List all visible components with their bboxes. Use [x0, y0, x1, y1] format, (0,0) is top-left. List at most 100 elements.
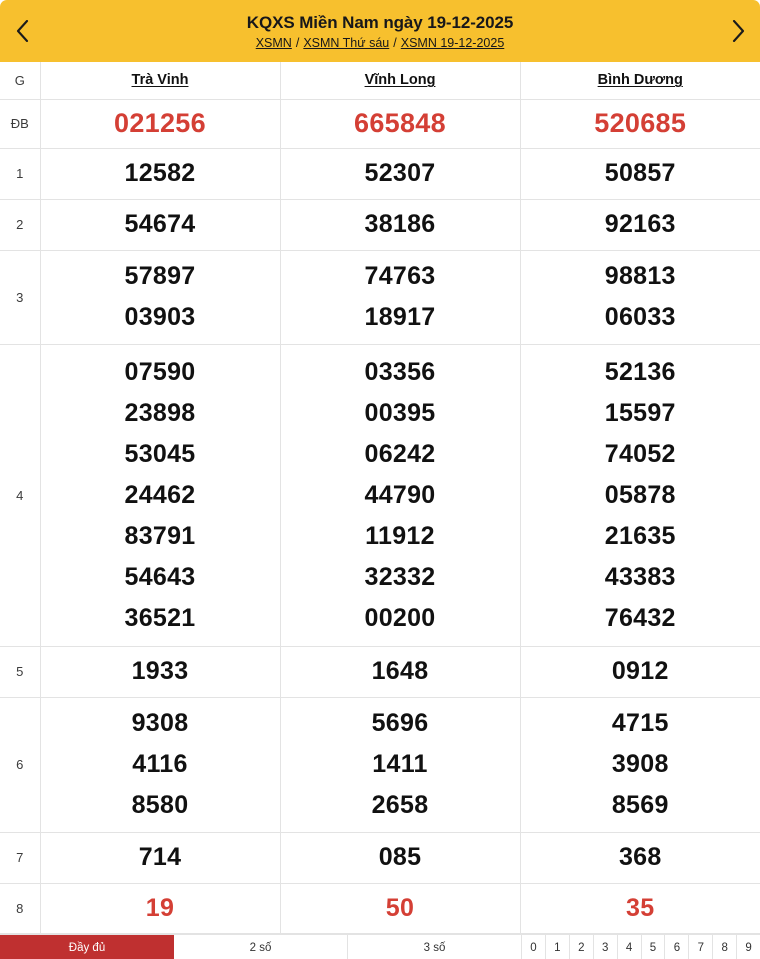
result-cell-5-0: 1933 — [40, 645, 281, 698]
filter-mode-2-digits[interactable]: 2 số — [174, 934, 348, 959]
breadcrumb-item-xsmn[interactable]: XSMN — [255, 35, 292, 50]
result-cell-5-2: 0912 — [520, 645, 760, 698]
filter-mode-full[interactable]: Đầy đủ — [0, 934, 174, 959]
result-number: 54674 — [124, 210, 196, 238]
result-cell-3-1: 74763 18917 — [280, 249, 521, 345]
result-number: 03903 — [124, 303, 196, 331]
result-number: 03356 — [364, 357, 436, 386]
result-number: 32332 — [364, 562, 436, 591]
result-number: 085 — [378, 843, 422, 871]
result-cell-2-1: 38186 — [280, 198, 521, 251]
result-cell-4-2: 52136 15597 74052 05878 21635 43383 76432 — [520, 343, 760, 647]
result-number: 714 — [138, 843, 182, 871]
result-cell-2-2: 92163 — [520, 198, 760, 251]
result-number: 06242 — [364, 439, 436, 468]
page-header: KQXS Miền Nam ngày 19-12-2025 XSMN / XSM… — [0, 0, 760, 62]
digit-filter-9[interactable]: 9 — [745, 941, 752, 954]
result-number: 5696 — [371, 709, 429, 737]
result-number: 9308 — [131, 709, 189, 737]
filter-mode-3-digits[interactable]: 3 số — [348, 934, 522, 959]
digit-filter-4[interactable]: 4 — [618, 934, 642, 959]
province-link-1[interactable]: Vĩnh Long — [364, 72, 436, 89]
prize-label-3: 3 — [0, 249, 41, 345]
table-row: 3 57897 03903 74763 18917 98813 06033 — [0, 249, 760, 345]
digit-filter-0[interactable]: 0 — [522, 934, 546, 959]
next-day-button[interactable] — [716, 0, 760, 62]
result-number: 1648 — [371, 657, 429, 685]
result-cell-6-1: 5696 1411 2658 — [280, 696, 521, 833]
prize-label-4: 4 — [0, 343, 41, 647]
digit-filter-2[interactable]: 2 — [570, 934, 594, 959]
result-number: 98813 — [604, 262, 676, 290]
result-number: 520685 — [594, 108, 687, 138]
table-row: 4 07590 23898 53045 24462 83791 54643 36521 0335… — [0, 343, 760, 647]
result-cell-4-0: 07590 23898 53045 24462 83791 54643 36521 — [40, 343, 281, 647]
prev-day-button[interactable] — [0, 0, 44, 62]
digit-filter-6[interactable]: 6 — [665, 934, 690, 959]
province-link-0[interactable]: Trà Vinh — [131, 72, 189, 89]
result-number: 06033 — [604, 303, 676, 331]
result-cell-7-1: 085 — [280, 831, 521, 884]
result-number: 12582 — [124, 159, 196, 187]
province-link-2[interactable]: Bình Dương — [597, 72, 683, 89]
result-number: 368 — [618, 843, 662, 871]
result-number: 11912 — [365, 521, 435, 550]
result-number: 50 — [385, 893, 415, 922]
result-number: 8569 — [611, 791, 669, 819]
province-header-1: Vĩnh Long — [280, 62, 521, 100]
result-number: 92163 — [604, 210, 676, 238]
result-number: 23898 — [124, 398, 196, 427]
result-number: 15597 — [604, 398, 676, 427]
result-number: 00395 — [364, 398, 436, 427]
result-cell-2-0: 54674 — [40, 198, 281, 251]
result-number: 05878 — [604, 480, 676, 509]
result-number: 43383 — [604, 562, 676, 591]
result-number: 4715 — [611, 709, 669, 737]
result-number: 19 — [145, 893, 175, 922]
result-number: 54643 — [124, 562, 196, 591]
result-number: 38186 — [364, 210, 436, 238]
table-row: ĐB 021256 665848 520685 — [0, 98, 760, 149]
result-number: 2658 — [371, 791, 429, 819]
results-table: G Trà Vinh Vĩnh Long Bình Dương ĐB 021256… — [0, 62, 760, 934]
table-row: 2 54674 38186 92163 — [0, 198, 760, 251]
digit-filter-5[interactable]: 5 — [642, 934, 666, 959]
breadcrumb-item-date[interactable]: XSMN 19-12-2025 — [400, 35, 505, 50]
prize-label-1: 1 — [0, 147, 41, 200]
result-number: 1411 — [372, 750, 428, 778]
result-number: 0912 — [611, 657, 669, 685]
digit-filter-8[interactable]: 8 — [713, 934, 738, 959]
result-number: 74763 — [364, 262, 436, 290]
prize-label-6: 6 — [0, 696, 41, 833]
result-cell-6-0: 9308 4116 8580 — [40, 696, 281, 833]
digit-filter-3[interactable]: 3 — [594, 934, 618, 959]
result-cell-5-1: 1648 — [280, 645, 521, 698]
digit-filter-7[interactable]: 7 — [689, 934, 714, 959]
table-row: 6 9308 4116 8580 5696 1411 2658 4715 3908 8569 — [0, 696, 760, 833]
prize-label-2: 2 — [0, 198, 41, 251]
prize-column-header: G — [0, 62, 41, 100]
result-cell-0-2: 520685 — [520, 98, 760, 149]
result-cell-1-2: 50857 — [520, 147, 760, 200]
breadcrumb: XSMN / XSMN Thứ sáu / XSMN 19-12-2025 — [256, 36, 505, 51]
page-title: KQXS Miền Nam ngày 19-12-2025 — [246, 12, 514, 32]
breadcrumb-item-weekday[interactable]: XSMN Thứ sáu — [303, 35, 390, 50]
result-number: 4116 — [132, 750, 188, 778]
table-header-row: G Trà Vinh Vĩnh Long Bình Dương — [0, 62, 760, 100]
province-header-2: Bình Dương — [520, 62, 760, 100]
result-number: 50857 — [604, 159, 676, 187]
result-number: 665848 — [354, 108, 446, 138]
digit-filter-1[interactable]: 1 — [546, 934, 570, 959]
result-cell-0-1: 665848 — [280, 98, 521, 149]
result-number: 3908 — [611, 750, 669, 778]
table-row: 8 19 50 35 — [0, 882, 760, 934]
result-number: 44790 — [364, 480, 436, 509]
result-number: 35 — [626, 893, 655, 922]
result-number: 53045 — [124, 439, 196, 468]
result-cell-0-0: 021256 — [40, 98, 281, 149]
result-cell-1-0: 12582 — [40, 147, 281, 200]
result-number: 07590 — [124, 357, 196, 386]
